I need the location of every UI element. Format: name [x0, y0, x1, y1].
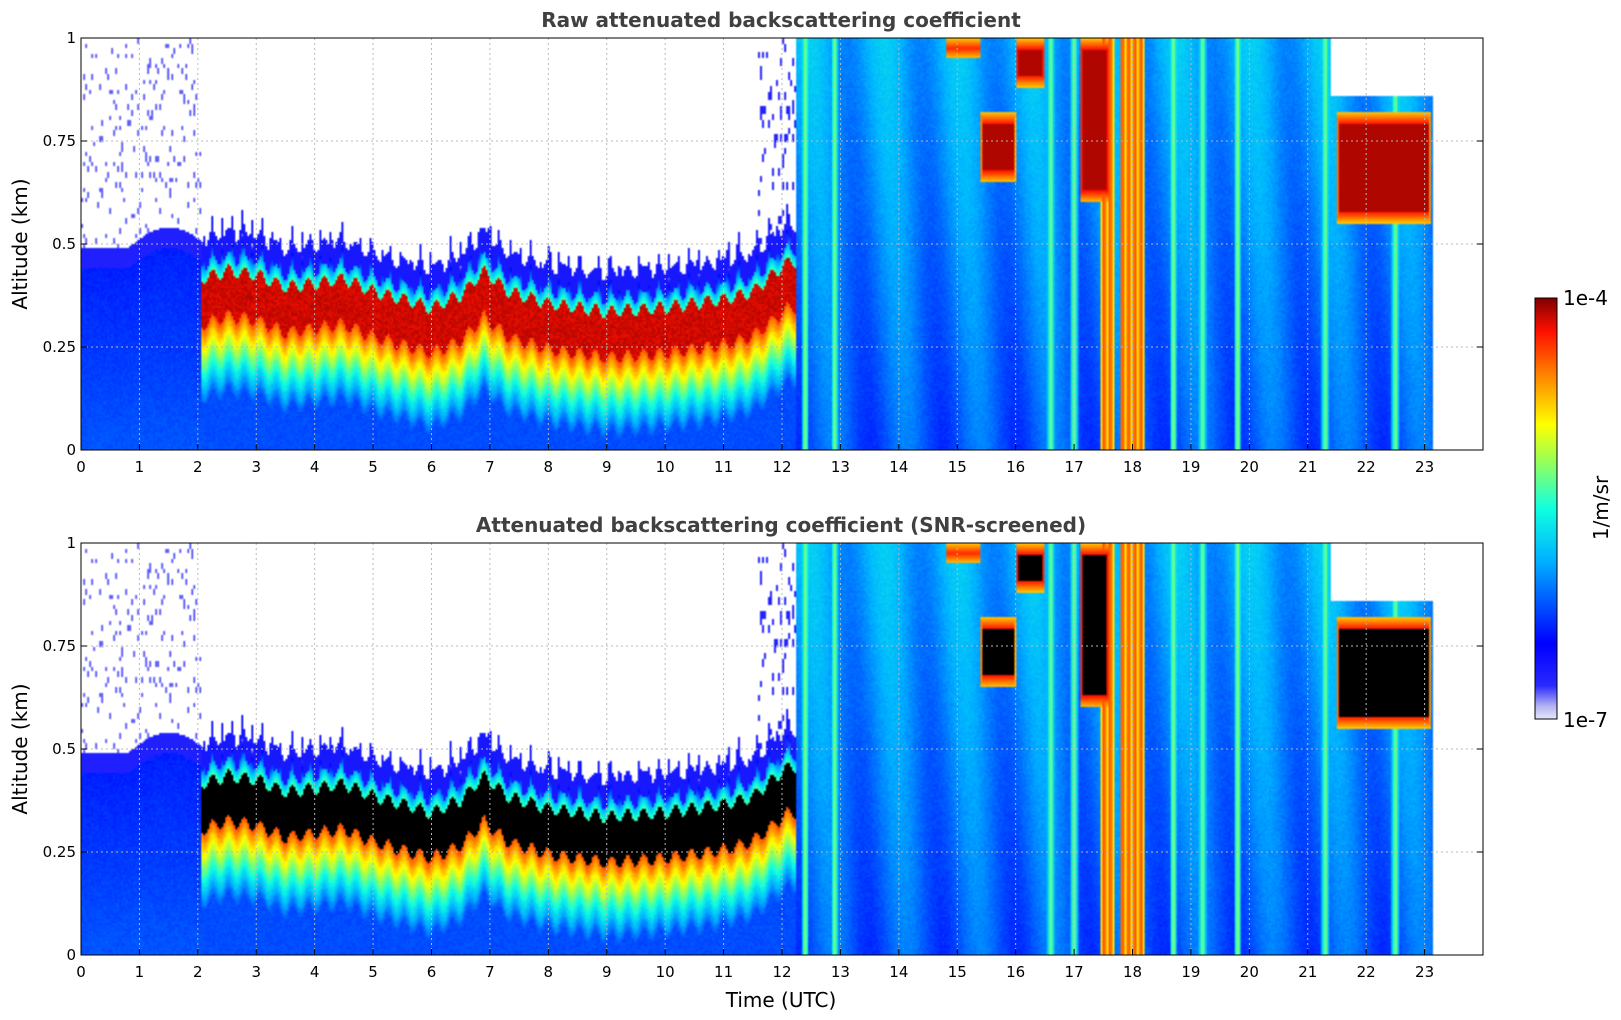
y-tick-label: 0.75: [43, 637, 76, 655]
x-tick-label: 13: [831, 458, 850, 476]
x-ticks-screened: 0 1 2 3 4 5 6 7 8 9 10 11 12 13 14 15 16 17 18 19 20 21 22 23: [76, 949, 1434, 981]
x-tick-label: 8: [544, 963, 554, 981]
x-tick-label: 3: [251, 963, 261, 981]
grid-raw: [81, 38, 1483, 450]
y-ticks-raw: 0 0.25 0.5 0.75 1: [43, 29, 1483, 459]
panel-screened-title: Attenuated backscattering coefficient (S…: [476, 513, 1086, 537]
y-tick-label: 0.75: [43, 132, 76, 150]
x-tick-label: 1: [135, 963, 145, 981]
x-tick-label: 3: [251, 458, 261, 476]
x-tick-label: 0: [76, 458, 86, 476]
colorbar-max-label: 1e-4: [1563, 286, 1608, 310]
x-tick-label: 12: [772, 963, 791, 981]
x-tick-label: 13: [831, 963, 850, 981]
x-tick-label: 6: [427, 458, 437, 476]
x-tick-label: 5: [368, 458, 378, 476]
y-tick-label: 0.25: [43, 843, 76, 861]
x-tick-label: 20: [1240, 963, 1259, 981]
y-axis-label-raw: Altitude (km): [8, 178, 32, 309]
x-tick-label: 15: [948, 458, 967, 476]
x-tick-label: 7: [485, 963, 495, 981]
x-tick-label: 19: [1181, 458, 1200, 476]
x-tick-label: 18: [1123, 458, 1142, 476]
x-tick-label: 0: [76, 963, 86, 981]
x-tick-label: 19: [1181, 963, 1200, 981]
x-tick-label: 11: [714, 963, 733, 981]
x-tick-label: 15: [948, 963, 967, 981]
x-tick-label: 10: [656, 963, 675, 981]
x-tick-label: 17: [1065, 963, 1084, 981]
x-tick-label: 2: [193, 963, 203, 981]
x-tick-label: 17: [1065, 458, 1084, 476]
y-tick-label: 1: [66, 534, 76, 552]
x-tick-label: 10: [656, 458, 675, 476]
x-tick-label: 23: [1415, 963, 1434, 981]
y-tick-label: 0.5: [52, 235, 76, 253]
x-tick-label: 4: [310, 963, 320, 981]
x-tick-label: 8: [544, 458, 554, 476]
x-tick-label: 7: [485, 458, 495, 476]
panel-raw: Raw attenuated backscattering coefficien…: [8, 8, 1484, 476]
y-tick-label: 0: [66, 946, 76, 964]
y-tick-label: 0: [66, 441, 76, 459]
colorbar: 1e-4 1e-7 1/m/sr: [1534, 286, 1613, 732]
colorbar-gradient: [1534, 297, 1558, 720]
x-tick-label: 21: [1298, 458, 1317, 476]
x-tick-label: 11: [714, 458, 733, 476]
x-tick-label: 14: [889, 963, 908, 981]
panel-raw-title: Raw attenuated backscattering coefficien…: [541, 8, 1021, 32]
x-tick-label: 23: [1415, 458, 1434, 476]
x-tick-label: 9: [602, 963, 612, 981]
x-tick-label: 20: [1240, 458, 1259, 476]
x-tick-label: 9: [602, 458, 612, 476]
grid-screened: [81, 543, 1483, 955]
y-axis-label-screened: Altitude (km): [8, 683, 32, 814]
x-tick-label: 16: [1006, 963, 1025, 981]
x-ticks-raw: 0 1 2 3 4 5 6 7 8 9 10 11 12 13 14 15 16 17 18 19 20 21 22 23: [76, 444, 1434, 476]
colorbar-min-label: 1e-7: [1563, 708, 1608, 732]
y-tick-label: 0.5: [52, 740, 76, 758]
panel-screened: Attenuated backscattering coefficient (S…: [8, 513, 1484, 1012]
x-tick-label: 22: [1357, 963, 1376, 981]
colorbar-unit-label: 1/m/sr: [1589, 475, 1613, 540]
x-tick-label: 1: [135, 458, 145, 476]
y-tick-label: 0.25: [43, 338, 76, 356]
x-tick-label: 18: [1123, 963, 1142, 981]
x-tick-label: 2: [193, 458, 203, 476]
x-tick-label: 21: [1298, 963, 1317, 981]
x-tick-label: 5: [368, 963, 378, 981]
x-axis-label: Time (UTC): [725, 988, 837, 1012]
y-ticks-screened: 0 0.25 0.5 0.75 1: [43, 534, 1483, 964]
x-tick-label: 22: [1357, 458, 1376, 476]
x-tick-label: 12: [772, 458, 791, 476]
x-tick-label: 4: [310, 458, 320, 476]
x-tick-label: 6: [427, 963, 437, 981]
x-tick-label: 16: [1006, 458, 1025, 476]
y-tick-label: 1: [66, 29, 76, 47]
x-tick-label: 14: [889, 458, 908, 476]
